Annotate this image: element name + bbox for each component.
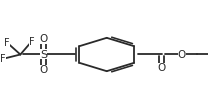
Text: O: O xyxy=(40,65,48,75)
Text: F: F xyxy=(0,54,6,64)
Text: O: O xyxy=(40,34,48,44)
Text: O: O xyxy=(178,49,186,60)
Text: S: S xyxy=(40,49,47,60)
Text: F: F xyxy=(29,37,34,47)
Text: F: F xyxy=(4,38,10,48)
Text: O: O xyxy=(157,63,166,73)
